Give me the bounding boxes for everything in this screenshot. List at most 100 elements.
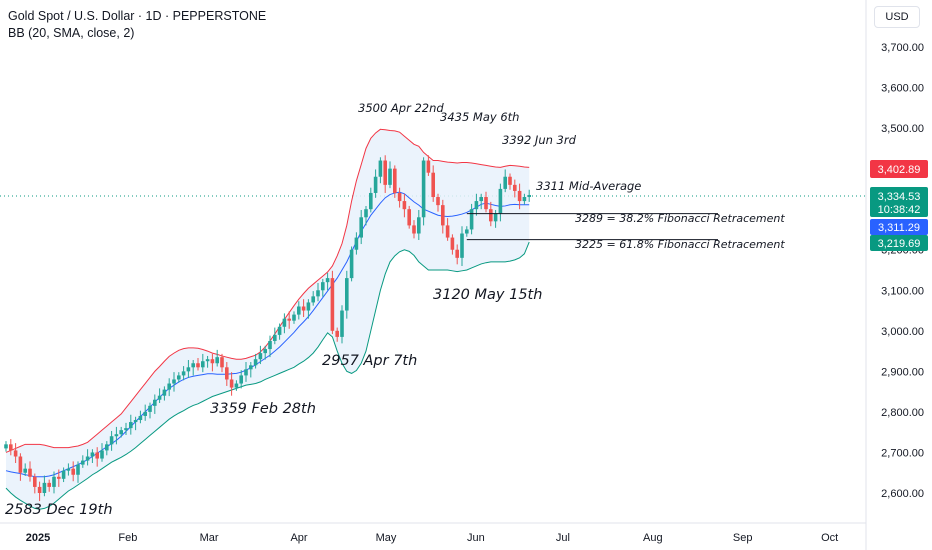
candle-body [105,444,109,451]
candle-body [273,334,277,341]
lower-band-tag: 3,219.69 [870,235,928,251]
candle-body [369,192,373,210]
candle [349,246,354,282]
candle-body [277,326,282,335]
candle-body [66,468,71,471]
candle-body [18,456,23,473]
candle [359,209,363,245]
candle [61,467,66,483]
svg-text:10:38:42: 10:38:42 [878,204,921,216]
candle-body [143,411,147,416]
candle [297,301,301,320]
candle [311,291,315,306]
time-tick-label: Mar [200,532,219,544]
time-tick-label: May [376,532,397,544]
candle-body [388,168,392,185]
candle [85,449,90,466]
candle [493,209,498,228]
candle-body [330,278,335,331]
price-axis-ticks: 3,700.003,600.003,500.003,400.003,300.00… [881,42,924,500]
price-tick-label: 3,700.00 [881,42,924,54]
candle [153,394,157,414]
candle [71,461,75,482]
candle-body [311,296,315,303]
candle [436,193,440,212]
candle [124,422,128,436]
candle-body [124,428,128,431]
candle-body [426,160,431,173]
candle-body [129,422,133,429]
svg-text:3,219.69: 3,219.69 [878,238,921,250]
basis-tag: 3,311.29 [870,219,928,235]
candle-body [28,468,32,477]
candle-body [306,302,311,311]
candle-body [148,405,152,412]
candle-body [340,310,344,337]
candle-body [421,160,426,218]
time-tick-label: Jun [467,532,485,544]
candle [42,475,47,497]
price-tick-label: 3,100.00 [881,285,924,297]
candle-body [133,420,138,423]
candle-body [445,225,450,238]
price-tick-label: 2,600.00 [881,488,924,500]
candle [210,353,215,372]
candle-body [253,359,258,366]
candle-body [181,371,186,376]
symbol-title[interactable]: Gold Spot / U.S. Dollar · 1D · PEPPERSTO… [8,9,267,23]
candle-body [489,209,493,222]
time-tick-label: Jul [556,532,570,544]
candle-body [114,434,119,437]
candle [330,270,335,335]
candle [196,357,200,371]
candle-body [109,436,114,445]
candle [321,278,325,297]
candle-body [359,217,363,238]
time-tick-label: Feb [118,532,137,544]
candle [407,205,411,229]
candle-body [465,229,469,234]
candle-body [407,209,411,226]
candle-body [474,201,479,210]
candle-body [229,379,234,388]
candle-body [258,353,263,360]
currency-selector[interactable]: USD [874,6,920,28]
candle [239,370,243,389]
candle-body [397,192,402,202]
candle-body [81,460,85,465]
candle [100,443,104,462]
candle [268,335,272,358]
candle-body [153,399,157,406]
candle-body [393,168,397,193]
candle [47,479,51,492]
candle [465,226,469,237]
candle [340,305,344,344]
svg-text:3,402.89: 3,402.89 [878,164,921,176]
candle-body [61,470,66,479]
price-tick-label: 3,500.00 [881,123,924,135]
candle [426,155,431,176]
candle [225,362,229,386]
candle [229,372,234,396]
candle-body [234,383,239,388]
annotation-jun-3: 3392 Jun 3rd [502,133,577,147]
candle-body [220,357,224,368]
candle [95,447,99,467]
candle-body [455,249,459,258]
candle [316,282,320,302]
indicator-legend[interactable]: BB (20, SMA, close, 2) [8,26,135,40]
annotation-fib-618: 3225 = 61.8% Fibonacci Retracement [575,238,785,251]
candle [234,380,239,391]
candle [143,404,147,421]
candle-body [205,359,210,362]
candle-body [517,190,522,202]
candle [527,189,531,202]
candle [455,244,459,265]
candle [129,414,133,435]
candle-body [186,367,191,372]
candle [273,327,277,345]
candle [513,179,517,198]
candle-body [484,197,488,210]
candle-body [508,176,512,185]
